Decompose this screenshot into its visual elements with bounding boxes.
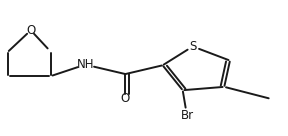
Text: O: O [121, 92, 130, 105]
Text: NH: NH [77, 58, 94, 71]
Text: Br: Br [180, 109, 194, 122]
Text: S: S [189, 40, 196, 53]
Text: O: O [26, 24, 35, 37]
